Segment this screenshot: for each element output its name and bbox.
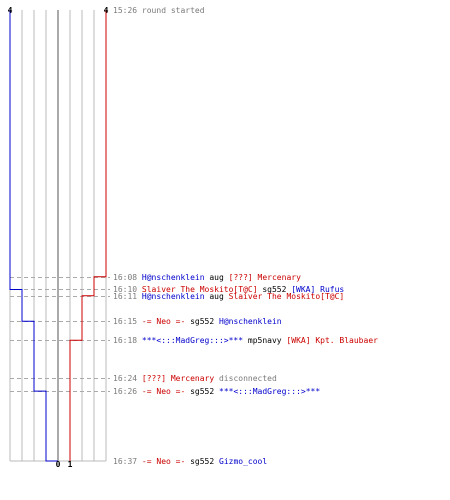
log-part: [WKA] Kpt. Blaubaer	[286, 336, 378, 345]
chart-grid	[9, 10, 107, 462]
log-entry: 16:18 ***<:::MadGreg:::>*** mp5navy [WKA…	[113, 336, 378, 345]
log-entry: 16:26 -= Neo =- sg552 ***<:::MadGreg:::>…	[113, 387, 320, 396]
event-ticks	[10, 277, 110, 392]
log-part: Slaiver The Moskito[T@C]	[229, 292, 345, 301]
log-part: -= Neo =-	[142, 387, 185, 396]
log-entry: 15:26 round started	[113, 6, 205, 15]
log-part: ***<:::MadGreg:::>***	[219, 387, 320, 396]
log-entry: 16:15 -= Neo =- sg552 H@nschenklein	[113, 317, 282, 326]
log-entry: 16:08 H@nschenklein aug [???] Mercenary	[113, 273, 301, 282]
log-time: 16:37	[113, 457, 137, 466]
log-part: H@nschenklein	[219, 317, 282, 326]
log-time: 16:24	[113, 374, 137, 383]
log-part: disconnected	[214, 374, 277, 383]
log-part: mp5navy	[243, 336, 286, 345]
log-part: aug	[205, 292, 229, 301]
log-part: [WKA] Rufus	[291, 285, 344, 294]
red-start-score: 4	[104, 6, 109, 15]
log-entry: 16:37 -= Neo =- sg552 Gizmo_cool	[113, 457, 267, 466]
log-part: [???] Mercenary	[229, 273, 301, 282]
log-part: sg552	[185, 457, 219, 466]
red-end-score: 1	[68, 460, 73, 469]
log-time: 16:10	[113, 285, 137, 294]
log-part: H@nschenklein	[142, 273, 205, 282]
log-time: 16:15	[113, 317, 137, 326]
blue-score-line	[9, 10, 58, 462]
log-entry: 16:24 [???] Mercenary disconnected	[113, 374, 277, 383]
log-part: Gizmo_cool	[219, 457, 267, 466]
log-time: 15:26	[113, 6, 137, 15]
log-part: sg552	[258, 285, 292, 294]
log-time: 16:18	[113, 336, 137, 345]
log-part: -= Neo =-	[142, 457, 185, 466]
log-part: [???] Mercenary	[142, 374, 214, 383]
log-entry: 16:10 Slaiver The Moskito[T@C] sg552 [WK…	[113, 285, 344, 294]
event-log: 15:26 round started 16:08 H@nschenklein a…	[113, 6, 378, 466]
log-part: Slaiver The Moskito[T@C]	[142, 285, 258, 294]
log-time: 16:08	[113, 273, 137, 282]
blue-end-score: 0	[56, 460, 61, 469]
log-part: aug	[205, 273, 229, 282]
log-part: round started	[142, 6, 205, 15]
log-time: 16:26	[113, 387, 137, 396]
log-part: -= Neo =-	[142, 317, 185, 326]
blue-start-score: 4	[8, 6, 13, 15]
log-part: sg552	[185, 387, 219, 396]
log-part: sg552	[185, 317, 219, 326]
score-lines	[9, 10, 107, 462]
log-time: 16:11	[113, 292, 137, 301]
log-part: H@nschenklein	[142, 292, 205, 301]
log-part: ***<:::MadGreg:::>***	[142, 336, 243, 345]
red-score-line	[69, 10, 107, 461]
log-entry: 16:11 H@nschenklein aug Slaiver The Mosk…	[113, 292, 344, 301]
